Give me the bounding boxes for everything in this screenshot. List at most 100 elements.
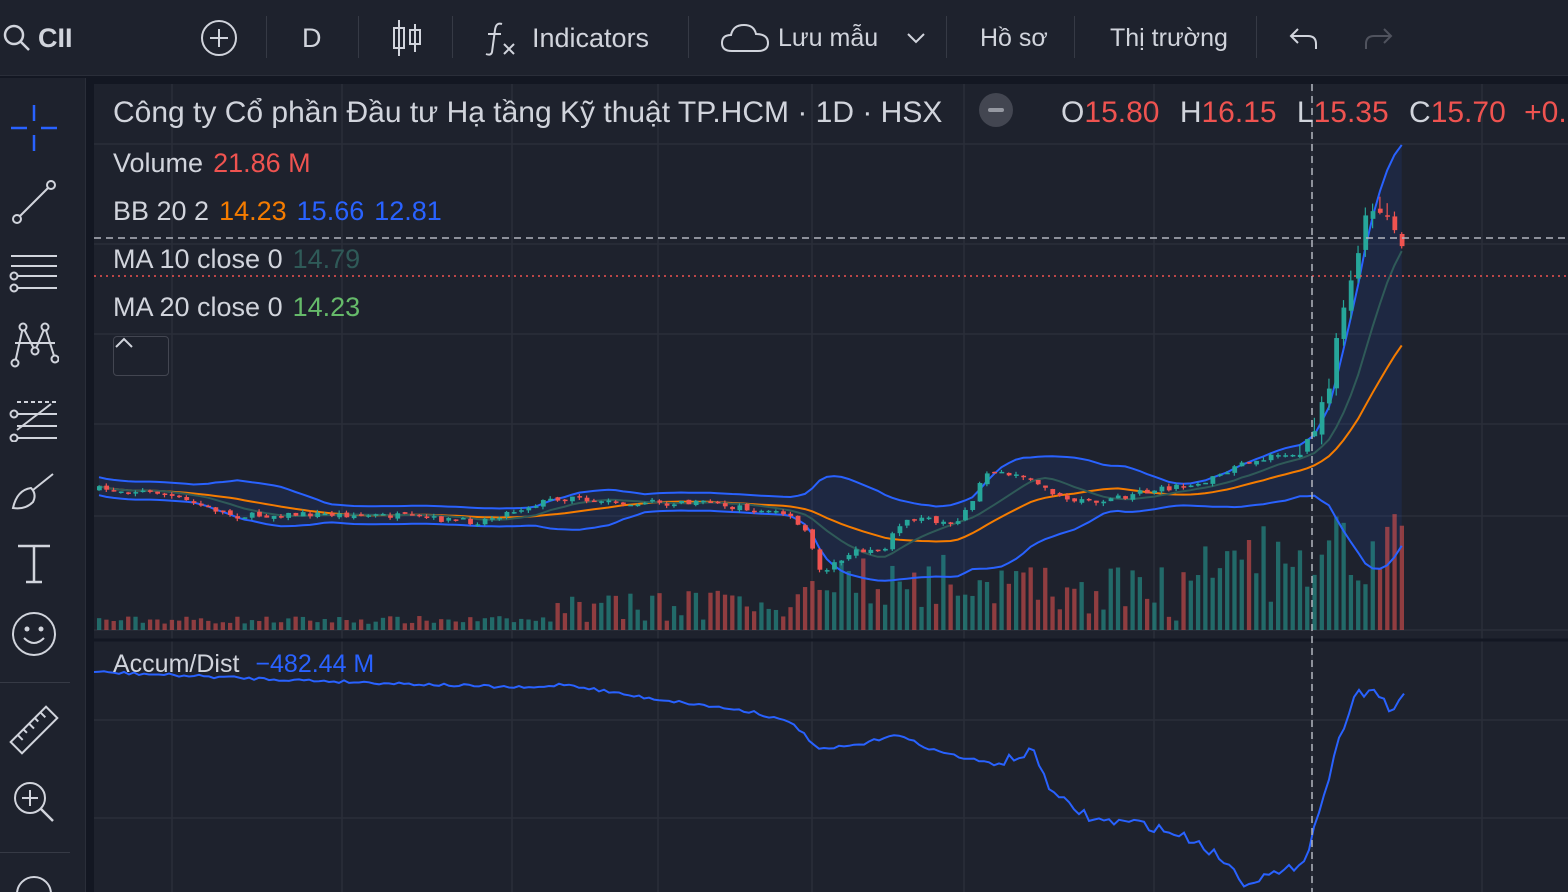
candle-body	[933, 516, 939, 524]
ma20-legend[interactable]: MA 20 close 0 14.23	[113, 292, 360, 323]
candle-body	[1261, 460, 1267, 462]
profile-button[interactable]: Hồ sơ	[980, 0, 1048, 76]
ruler-icon	[9, 705, 59, 755]
bb-legend[interactable]: BB 20 2 14.23 15.66 12.81	[113, 196, 442, 227]
candle-body	[846, 555, 852, 560]
symbol-search[interactable]: CII	[2, 0, 73, 76]
save-layout-button[interactable]: Lưu mẫu	[720, 0, 878, 76]
volume-bar	[1385, 526, 1390, 630]
volume-bar	[802, 587, 808, 630]
candle-body	[584, 497, 590, 502]
volume-bar	[1246, 540, 1252, 630]
volume-bar	[1094, 591, 1099, 630]
text-tool[interactable]	[8, 538, 60, 590]
redo-button[interactable]	[1364, 0, 1394, 76]
volume-bar	[526, 619, 531, 630]
ruler-tool[interactable]	[8, 704, 60, 756]
indicators-button[interactable]: Indicators	[484, 0, 649, 76]
low-key: L	[1296, 96, 1314, 129]
volume-bar	[1370, 541, 1375, 630]
volume-bar	[1363, 584, 1368, 630]
candle-body	[359, 514, 364, 516]
volume-bar	[1123, 606, 1128, 630]
accum-dist-legend[interactable]: Accum/Dist −482.44 M	[113, 650, 374, 679]
brush-tool[interactable]	[8, 466, 60, 518]
candle-body	[1348, 280, 1354, 311]
volume-bar	[1377, 568, 1383, 630]
save-dropdown-button[interactable]	[906, 0, 926, 76]
candle-body	[1152, 490, 1158, 494]
volume-bar	[730, 595, 735, 630]
chart-type-button[interactable]	[390, 0, 424, 76]
profile-label: Hồ sơ	[980, 23, 1048, 52]
volume-bar	[591, 603, 597, 630]
volume-bar	[1203, 546, 1208, 630]
volume-bar	[635, 609, 640, 630]
volume-bar	[548, 621, 553, 630]
candle-body	[242, 517, 248, 519]
zoom-in-tool[interactable]	[8, 776, 60, 828]
volume-bar	[1356, 580, 1361, 630]
volume-bar	[562, 613, 568, 630]
crosshair-tool[interactable]	[8, 102, 60, 154]
chart-canvas[interactable]	[94, 84, 1568, 892]
fib-tool[interactable]	[8, 392, 60, 444]
add-symbol-button[interactable]	[200, 0, 238, 76]
ma10-legend[interactable]: MA 10 close 0 14.79	[113, 244, 360, 275]
volume-bar	[1210, 577, 1215, 630]
candle-body	[606, 500, 612, 503]
candle-body	[140, 490, 146, 493]
volume-bar	[453, 621, 458, 630]
candle-body	[1334, 338, 1339, 389]
chart-area[interactable]: Công ty Cổ phần Đầu tư Hạ tầng Kỹ thuật …	[94, 84, 1568, 892]
candle-body	[1370, 211, 1376, 219]
volume-bar	[912, 572, 917, 630]
volume-bar	[941, 554, 946, 630]
volume-bar	[628, 593, 633, 630]
interval-button[interactable]: D	[302, 0, 322, 76]
volume-bar	[249, 620, 255, 630]
candle-body	[591, 500, 597, 503]
candle-body	[773, 511, 779, 513]
candle-body	[926, 517, 932, 520]
candle-body	[1246, 462, 1252, 464]
volume-bar	[984, 581, 990, 630]
volume-legend[interactable]: Volume 21.86 M	[113, 148, 311, 179]
lock-tool[interactable]	[8, 868, 60, 892]
grid-lines	[94, 84, 1568, 892]
volume-bar	[919, 606, 924, 630]
pattern-tool[interactable]	[8, 318, 60, 370]
collapse-legend-button[interactable]	[113, 336, 169, 376]
volume-bar	[701, 619, 706, 630]
candle-body	[126, 492, 131, 494]
volume-bar	[679, 615, 684, 630]
candle-body	[897, 526, 903, 534]
volume-bar	[1145, 598, 1150, 630]
volume-bar	[1079, 582, 1084, 630]
hide-legend-button[interactable]	[978, 93, 1013, 128]
volume-bar	[890, 565, 895, 630]
volume-bar	[671, 606, 677, 630]
emoji-tool[interactable]	[8, 608, 60, 660]
market-button[interactable]: Thị trường	[1110, 0, 1228, 76]
undo-button[interactable]	[1288, 0, 1318, 76]
volume-bar	[883, 604, 888, 630]
volume-bar	[133, 616, 138, 630]
candle-body	[228, 510, 233, 515]
candle-body	[722, 503, 728, 507]
volume-bar	[475, 621, 480, 630]
volume-bar	[1319, 554, 1324, 630]
volume-bar	[657, 593, 662, 630]
candle-body	[1123, 496, 1128, 499]
candle-body	[1050, 489, 1056, 495]
horizontal-lines-tool[interactable]	[8, 244, 60, 296]
candle-body	[344, 512, 350, 518]
close-key: C	[1409, 96, 1431, 129]
volume-bar	[1254, 573, 1259, 630]
volume-bar	[955, 595, 961, 630]
redo-icon	[1365, 28, 1393, 49]
volume-bar	[846, 571, 851, 630]
trend-line-tool[interactable]	[8, 176, 60, 228]
ma10-label: MA 10 close 0	[113, 244, 283, 274]
volume-bar	[1261, 526, 1266, 630]
